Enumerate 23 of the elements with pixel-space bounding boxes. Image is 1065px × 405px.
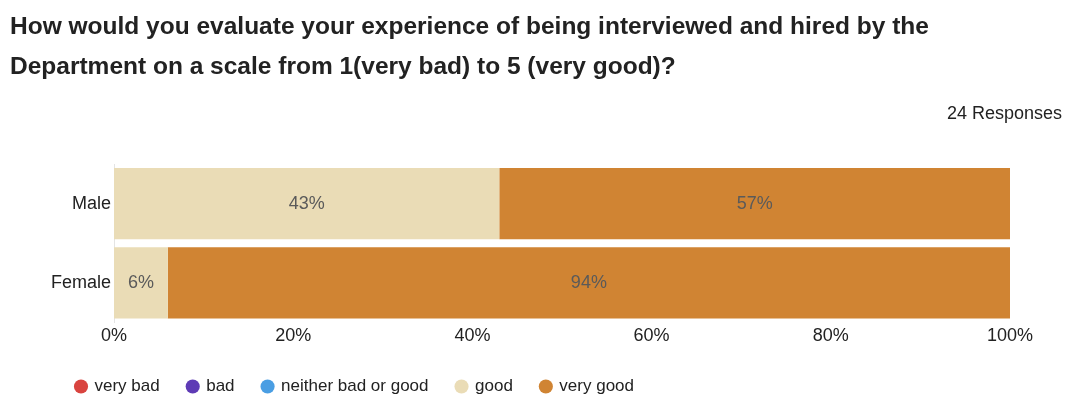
legend-label: bad: [206, 376, 235, 396]
bar: [114, 167, 500, 240]
data-label: 43%: [288, 192, 325, 213]
legend-label: neither bad or good: [281, 376, 429, 396]
legend-label: very bad: [94, 376, 160, 396]
data-label: 57%: [736, 192, 773, 213]
legend-label: very good: [559, 376, 634, 396]
y-tick-label: Female: [50, 271, 112, 292]
x-tick-label: 100%: [986, 325, 1034, 346]
data-label: 6%: [127, 271, 154, 292]
legend-label: good: [475, 376, 513, 396]
bar: [114, 247, 168, 319]
x-tick-label: 20%: [275, 325, 312, 346]
text: 24 Responses: [946, 103, 1062, 124]
bar: [499, 167, 1010, 240]
x-tick-label: 0%: [101, 325, 128, 346]
x-tick-label: 80%: [812, 325, 849, 346]
chart-title: How would you evaluate your experience of being interviewed and hired by the Department on a scale from 1(very bad) to 5 (very good)?: [10, 11, 930, 81]
y-tick-label: Male: [72, 192, 112, 213]
x-tick-label: 60%: [633, 325, 670, 346]
data-label: 94%: [570, 271, 607, 292]
x-tick-label: 40%: [454, 325, 491, 346]
bar: [167, 247, 1010, 319]
